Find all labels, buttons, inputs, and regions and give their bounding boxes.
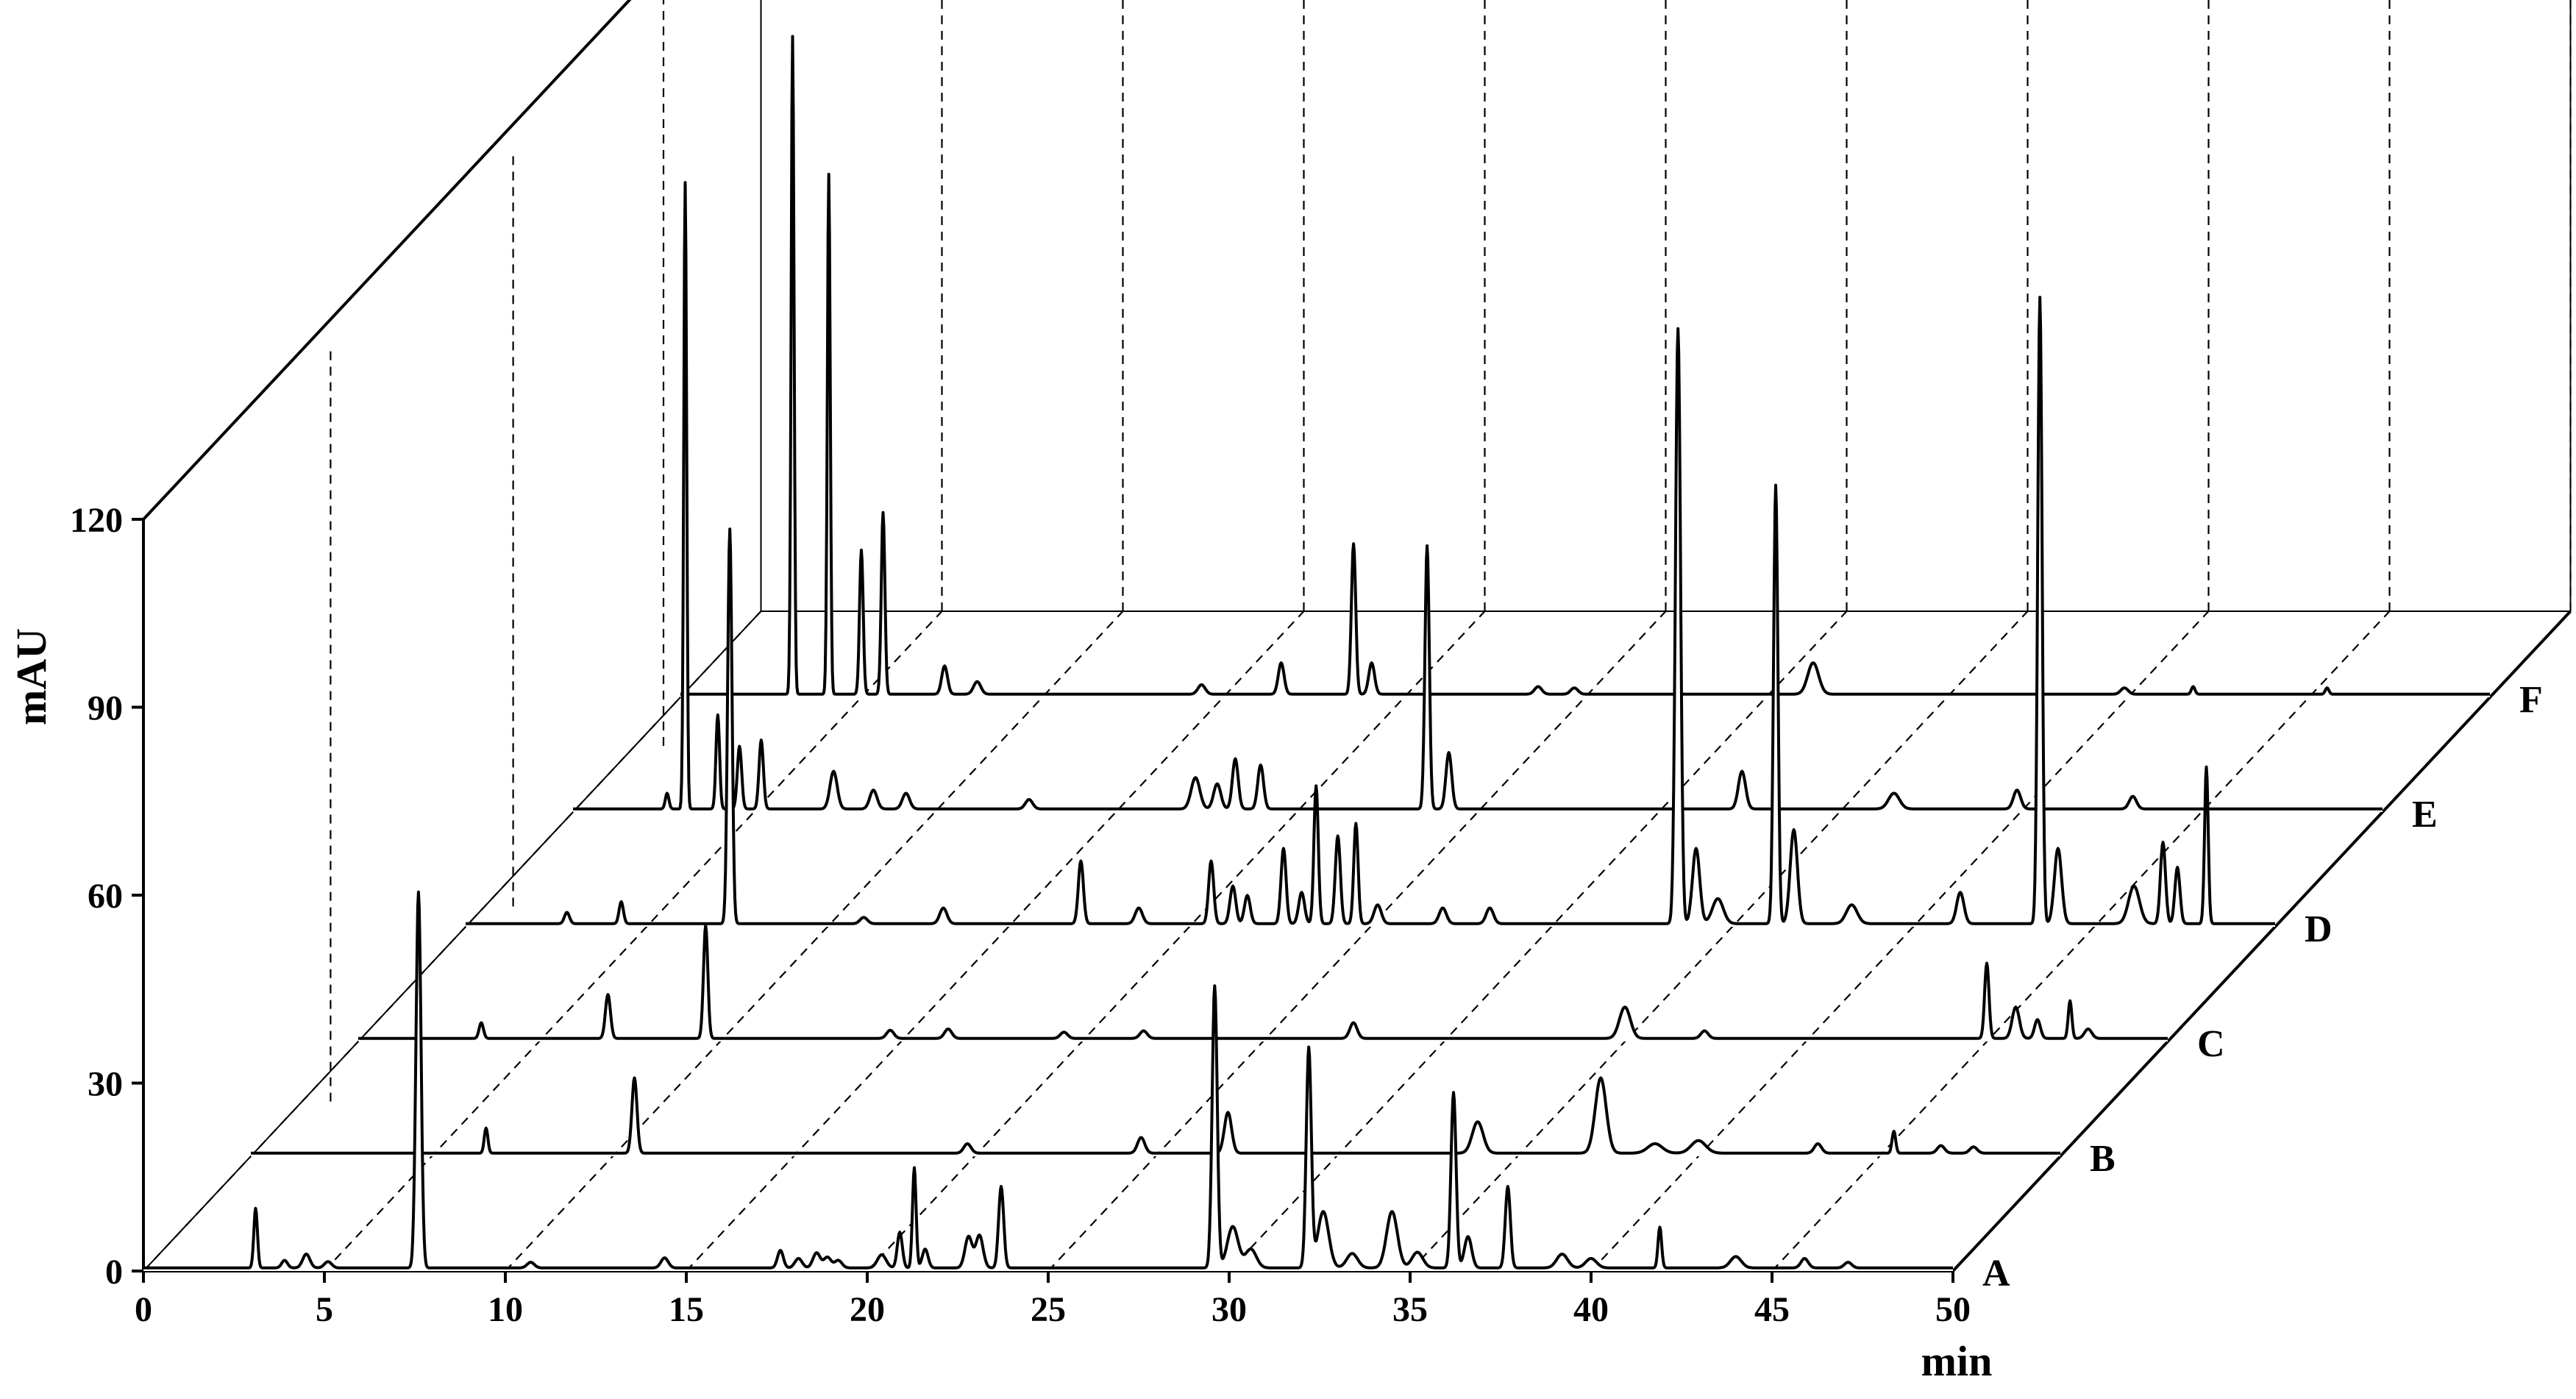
x-tick-label: 35 bbox=[1392, 1290, 1428, 1329]
floor-gridline bbox=[1590, 610, 2210, 1272]
y-axis-title: mAU bbox=[7, 628, 55, 725]
x-tick-label: 25 bbox=[1031, 1290, 1066, 1329]
y-tick-label: 0 bbox=[105, 1253, 123, 1292]
series-label-B: B bbox=[2090, 1138, 2116, 1180]
floor-gridline bbox=[1047, 610, 1667, 1272]
floor-gridline bbox=[1771, 610, 2391, 1272]
x-tick-label: 10 bbox=[488, 1290, 523, 1329]
top-depth-edge bbox=[142, 0, 632, 521]
series-label-C: C bbox=[2197, 1023, 2225, 1065]
x-tick-label: 40 bbox=[1573, 1290, 1609, 1329]
x-tick-label: 20 bbox=[850, 1290, 885, 1329]
series-occluder-E bbox=[573, 182, 2383, 813]
x-tick-label: 50 bbox=[1935, 1290, 1971, 1329]
axis-labels: mAU min 0 5 10 15 20 25 30 35 40 45 50 0 30 60 90 120 F E… bbox=[7, 501, 2543, 1385]
series-trace-C bbox=[357, 924, 2168, 1040]
x-tick-label: 45 bbox=[1754, 1290, 1790, 1329]
series-trace-F bbox=[680, 35, 2491, 696]
series-label-D: D bbox=[2305, 908, 2333, 950]
floor-gridline bbox=[867, 610, 1486, 1272]
series-traces bbox=[143, 35, 2491, 1271]
y-tick-label: 120 bbox=[70, 501, 123, 540]
series-trace-B bbox=[250, 1076, 2061, 1155]
left-floor-edge bbox=[143, 610, 762, 1272]
floor-gridline bbox=[505, 610, 1124, 1272]
floor-gridline bbox=[1228, 610, 1848, 1272]
series-occluder-D bbox=[466, 297, 2275, 928]
series-trace-D bbox=[465, 296, 2276, 925]
floor-gridline bbox=[324, 610, 943, 1272]
right-floor-edge bbox=[1951, 610, 2572, 1272]
y-tick-label: 60 bbox=[88, 877, 123, 916]
y-tick-label: 90 bbox=[88, 689, 123, 728]
x-axis-title: min bbox=[1921, 1337, 1993, 1385]
series-occluder-B bbox=[251, 1078, 2060, 1156]
series-label-A: A bbox=[1982, 1253, 2010, 1295]
series-occluder-F bbox=[680, 36, 2490, 697]
y-tick-label: 30 bbox=[88, 1065, 123, 1104]
x-tick-label: 30 bbox=[1211, 1290, 1247, 1329]
series-trace-A bbox=[143, 890, 1954, 1270]
x-tick-label: 5 bbox=[316, 1290, 333, 1329]
series-occluder-C bbox=[358, 925, 2168, 1042]
floor-gridline bbox=[1409, 610, 2029, 1272]
x-tick-label: 15 bbox=[669, 1290, 704, 1329]
x-tick-label: 0 bbox=[135, 1290, 152, 1329]
series-label-E: E bbox=[2412, 794, 2438, 836]
series-trace-E bbox=[572, 181, 2383, 811]
floor-gridline bbox=[686, 610, 1305, 1272]
series-label-F: F bbox=[2519, 679, 2543, 721]
